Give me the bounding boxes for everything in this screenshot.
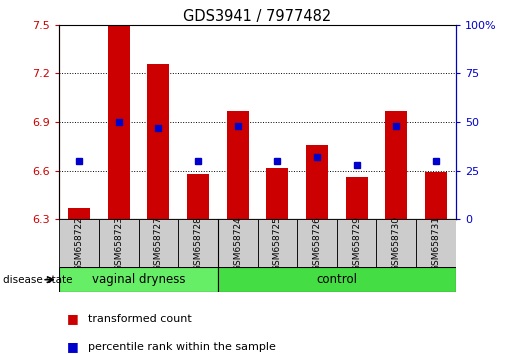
Bar [59,267,218,292]
Text: GSM658726: GSM658726 [313,216,321,271]
Bar [297,219,337,267]
Text: ■: ■ [67,312,79,325]
Bar [139,219,178,267]
Text: GSM658730: GSM658730 [392,216,401,271]
Text: GDS3941 / 7977482: GDS3941 / 7977482 [183,9,332,24]
Text: GSM658727: GSM658727 [154,216,163,271]
Text: GSM658724: GSM658724 [233,216,242,271]
Text: GSM658731: GSM658731 [432,216,440,271]
Bar [385,111,407,219]
Text: GSM658722: GSM658722 [75,216,83,271]
Text: GSM658725: GSM658725 [273,216,282,271]
Bar [346,177,368,219]
Text: percentile rank within the sample: percentile rank within the sample [88,342,276,352]
Bar [218,219,258,267]
Text: ■: ■ [67,341,79,353]
Text: GSM658723: GSM658723 [114,216,123,271]
Bar [178,219,218,267]
Bar [425,172,447,219]
Text: GSM658728: GSM658728 [194,216,202,271]
Bar [147,64,169,219]
Bar [59,219,99,267]
Text: transformed count: transformed count [88,314,191,324]
Bar [376,219,416,267]
Bar [258,219,297,267]
Bar [306,145,328,219]
Bar [266,167,288,219]
Bar [218,267,456,292]
Bar [68,208,90,219]
Text: vaginal dryness: vaginal dryness [92,273,185,286]
Text: control: control [316,273,357,286]
Text: disease state: disease state [3,275,72,285]
Bar [187,174,209,219]
Bar [337,219,376,267]
Text: GSM658729: GSM658729 [352,216,361,271]
Bar [99,219,139,267]
Bar [227,111,249,219]
Bar [108,25,130,219]
Bar [416,219,456,267]
